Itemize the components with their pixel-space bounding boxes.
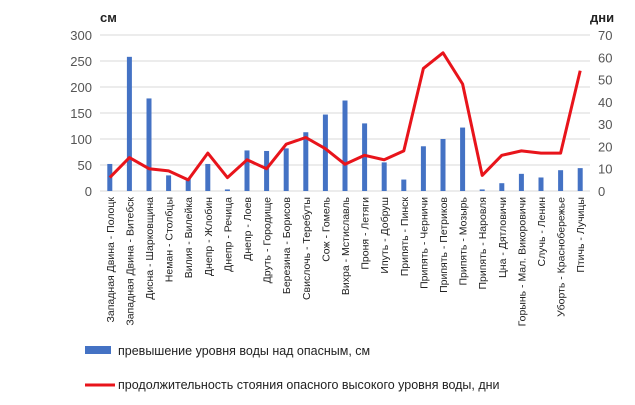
category-label: Вихра - Мстиславль xyxy=(340,196,352,295)
bar xyxy=(303,132,309,191)
category-label: Проня - Летяги xyxy=(360,197,372,270)
category-label: Припять - Наровля xyxy=(477,197,489,290)
left-tick-label: 0 xyxy=(85,184,92,199)
category-label: Дисна - Шарковщина xyxy=(144,197,156,300)
legend-bar-swatch xyxy=(85,346,111,354)
left-tick-label: 300 xyxy=(70,28,92,43)
category-label: Сож - Гомель xyxy=(320,196,332,261)
left-tick-label: 200 xyxy=(70,80,92,95)
bar xyxy=(185,178,191,191)
left-axis-unit: см xyxy=(100,10,117,25)
right-tick-label: 0 xyxy=(598,184,605,199)
category-label: Случь - Ленин xyxy=(536,197,548,267)
category-label: Свислочь - Теребуты xyxy=(301,197,313,300)
bar xyxy=(126,56,132,192)
left-tick-label: 250 xyxy=(70,54,92,69)
category-label: Березина - Борисов xyxy=(281,197,293,294)
bar xyxy=(558,170,564,191)
bar-series xyxy=(107,56,583,192)
category-label: Уборть - Краснобережье xyxy=(556,197,568,317)
bar xyxy=(362,123,368,191)
category-label: Ипуть - Добруш xyxy=(379,197,391,274)
bar xyxy=(460,127,466,191)
left-tick-label: 100 xyxy=(70,132,92,147)
category-label: Днепр - Жлобин xyxy=(203,197,215,276)
category-label: Птичь - Лучицы xyxy=(575,197,587,273)
right-tick-label: 20 xyxy=(598,139,612,154)
bar xyxy=(342,100,348,191)
bar xyxy=(381,162,387,191)
category-label: Припять - Петриков xyxy=(438,197,450,293)
legend-line-label: продолжительность стояния опасного высок… xyxy=(118,378,500,392)
bar xyxy=(479,189,485,191)
right-axis: 0 10 20 30 40 50 60 70 xyxy=(598,28,612,199)
category-label: Неман - Столбцы xyxy=(164,197,176,282)
category-label: Друть - Городище xyxy=(262,197,274,283)
bar xyxy=(283,148,289,191)
category-label: Припять - Пинск xyxy=(399,197,411,277)
right-tick-label: 10 xyxy=(598,162,612,177)
category-label: Припять - Черничи xyxy=(418,197,430,289)
line-series xyxy=(108,51,582,182)
left-axis: 0 50 100 150 200 250 300 xyxy=(70,28,92,199)
legend: превышение уровня воды над опасным, см п… xyxy=(85,344,500,392)
category-label: Вилия - Вилейка xyxy=(183,197,195,278)
bar xyxy=(146,98,152,191)
bar xyxy=(538,177,544,191)
right-tick-label: 50 xyxy=(598,73,612,88)
category-label: Днепр - Речица xyxy=(222,197,234,272)
bar xyxy=(518,173,524,191)
bar xyxy=(577,168,583,191)
category-labels: Западная Двина - Полоцк Западная Двина - … xyxy=(105,196,587,326)
bar xyxy=(244,150,250,191)
right-axis-unit: дни xyxy=(590,10,614,25)
right-tick-label: 70 xyxy=(598,28,612,43)
category-label: Цна - Дятловичи xyxy=(497,197,509,278)
left-tick-label: 50 xyxy=(78,158,92,173)
right-tick-label: 60 xyxy=(598,50,612,65)
legend-bar-label: превышение уровня воды над опасным, см xyxy=(118,344,370,358)
bar xyxy=(166,175,172,191)
bar xyxy=(440,139,446,191)
bar xyxy=(205,163,211,191)
bar xyxy=(224,189,230,191)
category-label: Западная Двина - Полоцк xyxy=(105,197,117,323)
right-tick-label: 30 xyxy=(598,117,612,132)
right-tick-label: 40 xyxy=(598,95,612,110)
bar xyxy=(264,150,270,191)
bar xyxy=(322,114,328,191)
category-label: Западная Двина - Витебск xyxy=(124,197,136,326)
bar xyxy=(401,179,407,191)
bar xyxy=(420,146,426,191)
bar xyxy=(499,183,505,191)
left-tick-label: 150 xyxy=(70,106,92,121)
category-label: Горынь - Мал. Викоровичи xyxy=(516,197,528,326)
category-label: Припять - Мозырь xyxy=(458,196,470,285)
category-label: Днепр - Лоев xyxy=(242,197,254,261)
